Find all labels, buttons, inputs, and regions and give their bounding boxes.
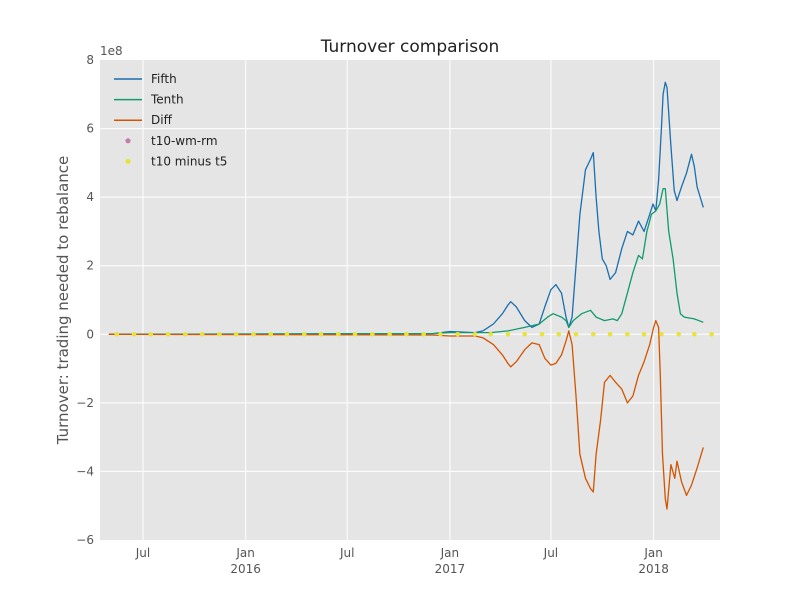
legend-label: t10 minus t5 <box>151 154 227 168</box>
x-tick-label: Jul <box>339 546 354 560</box>
series-fifth <box>108 81 704 335</box>
legend-label: Diff <box>151 113 173 127</box>
legend-item: t10-wm-rm <box>125 134 218 148</box>
series-group <box>108 81 714 510</box>
x-tick-year-label: 2018 <box>638 562 669 576</box>
x-tick-label: Jan <box>440 546 460 560</box>
legend-label: Fifth <box>151 72 177 86</box>
data-point-t10-minus-t5 <box>455 331 461 337</box>
legend-item: Tenth <box>114 93 184 107</box>
legend-item: t10 minus t5 <box>125 154 227 168</box>
data-point-t10-minus-t5 <box>352 331 358 337</box>
y-tick-label: −6 <box>76 533 94 547</box>
x-tick-year-label: 2017 <box>435 562 466 576</box>
data-point-t10-minus-t5 <box>284 331 290 337</box>
y-tick-label: 2 <box>86 259 94 273</box>
x-tick-label: Jul <box>135 546 150 560</box>
data-point-t10-minus-t5 <box>131 331 137 337</box>
data-point-t10-minus-t5 <box>318 331 324 337</box>
data-point-t10-minus-t5 <box>607 331 613 337</box>
data-point-t10-minus-t5 <box>421 331 426 337</box>
y-offset-label: 1e8 <box>100 44 123 58</box>
data-point-t10-minus-t5 <box>625 331 630 337</box>
data-point-t10-minus-t5 <box>692 331 697 337</box>
data-point-t10-minus-t5 <box>591 331 596 337</box>
data-point-t10-minus-t5 <box>387 331 392 337</box>
series-line-fifth <box>108 81 704 335</box>
data-point-t10-minus-t5 <box>268 331 274 337</box>
x-tick-label: Jan <box>235 546 255 560</box>
data-point-t10-minus-t5 <box>148 331 154 337</box>
x-axis-ticks: Jul Jan 2016 Jul Jan 2017 Jul Jan 2018 <box>135 546 669 576</box>
data-point-t10-minus-t5 <box>676 331 682 337</box>
data-point-t10-minus-t5 <box>233 331 239 337</box>
data-point-t10-minus-t5 <box>335 331 341 337</box>
legend-label: t10-wm-rm <box>151 134 218 148</box>
x-tick-label: Jan <box>643 546 663 560</box>
series-t10-minus-t5 <box>114 331 714 337</box>
y-tick-label: 6 <box>86 122 94 136</box>
data-point-t10-minus-t5 <box>573 331 579 337</box>
data-point-t10-minus-t5 <box>556 331 562 337</box>
data-point-t10-minus-t5 <box>217 331 222 337</box>
legend-item: Fifth <box>114 72 177 86</box>
data-point-t10-minus-t5 <box>251 331 256 337</box>
data-point-t10-minus-t5 <box>539 331 545 337</box>
series-diff <box>108 319 704 510</box>
data-point-t10-minus-t5 <box>199 331 205 337</box>
y-tick-label: −4 <box>76 464 94 478</box>
series-line-tenth <box>108 187 704 335</box>
data-point-t10-minus-t5 <box>370 331 375 337</box>
data-point-t10-minus-t5 <box>488 331 493 337</box>
legend: Fifth Tenth Diff t10-wm-rm t10 minus t5 <box>114 72 227 168</box>
data-point-t10-minus-t5 <box>438 331 443 337</box>
plot-area <box>100 60 720 540</box>
y-tick-label: 8 <box>86 53 94 67</box>
legend-swatch <box>125 138 131 144</box>
data-point-t10-minus-t5 <box>404 331 409 337</box>
x-tick-label: Jul <box>543 546 558 560</box>
data-point-t10-minus-t5 <box>522 331 527 337</box>
data-point-t10-minus-t5 <box>641 331 647 337</box>
y-tick-label: 0 <box>86 327 94 341</box>
y-tick-label: 4 <box>86 190 94 204</box>
legend-swatch <box>125 158 131 164</box>
y-axis-ticks: −6 −4 −2 0 2 4 6 8 <box>76 53 94 547</box>
chart-title: Turnover comparison <box>320 37 500 57</box>
data-point-t10-minus-t5 <box>165 331 171 337</box>
data-point-t10-minus-t5 <box>301 331 307 337</box>
x-tick-year-label: 2016 <box>230 562 261 576</box>
y-axis-label: Turnover: trading needed to rebalance <box>54 156 72 446</box>
series-line-diff <box>108 319 704 510</box>
legend-label: Tenth <box>150 93 184 107</box>
legend-item: Diff <box>114 113 173 127</box>
y-tick-label: −2 <box>76 396 94 410</box>
data-point-t10-minus-t5 <box>114 331 120 337</box>
series-tenth <box>108 187 704 335</box>
data-point-t10-minus-t5 <box>472 331 478 337</box>
data-point-t10-minus-t5 <box>709 331 714 337</box>
data-point-t10-minus-t5 <box>183 331 188 337</box>
data-point-t10-minus-t5 <box>505 331 511 337</box>
data-point-t10-minus-t5 <box>659 331 664 337</box>
